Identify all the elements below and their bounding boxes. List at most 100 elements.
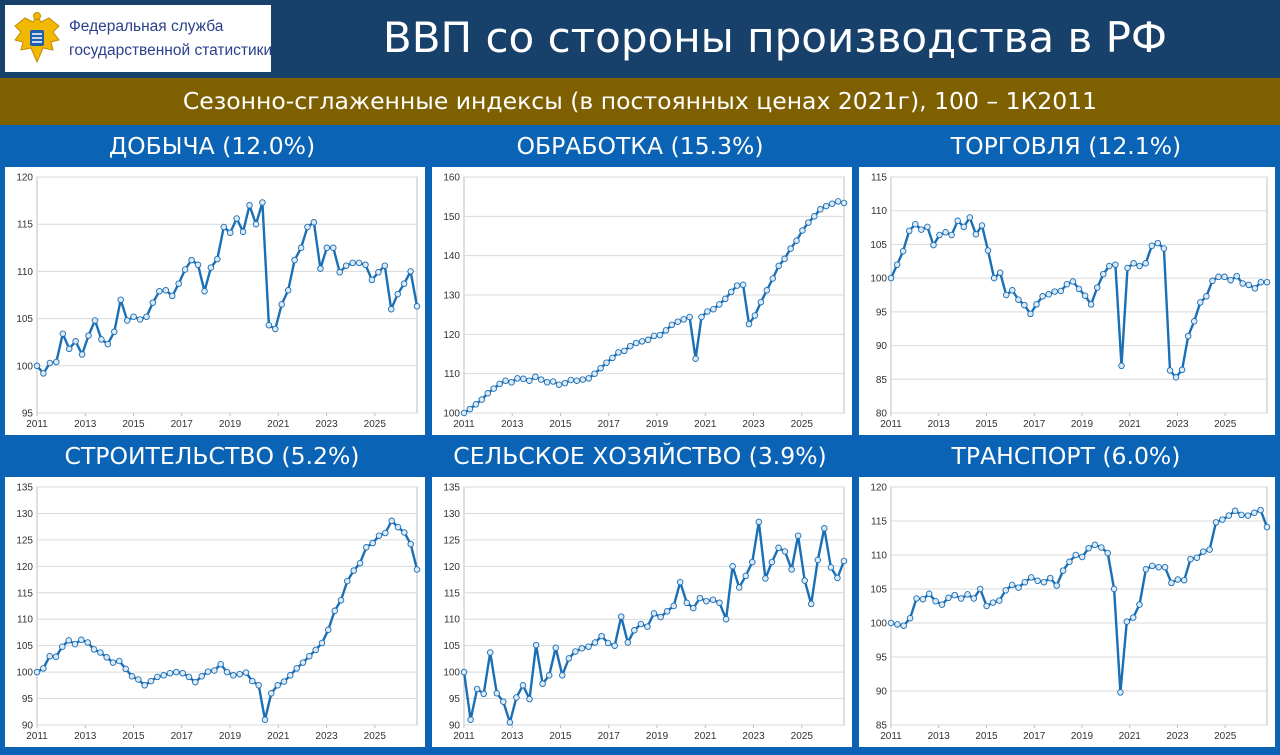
data-point bbox=[162, 287, 170, 294]
chart-mining: 95 100 105 110 115 120 2011 2013 2015 2017 2019 202… bbox=[5, 167, 425, 435]
x-tick-label: 2011 bbox=[26, 419, 48, 430]
data-point bbox=[278, 301, 285, 308]
data-point bbox=[135, 676, 142, 683]
data-point bbox=[1110, 585, 1118, 593]
data-point bbox=[1091, 541, 1099, 549]
x-tick-label: 2013 bbox=[74, 419, 97, 430]
data-point bbox=[59, 643, 66, 650]
data-point bbox=[775, 262, 782, 270]
data-point bbox=[472, 401, 480, 408]
y-tick-label: 120 bbox=[443, 330, 460, 341]
data-point bbox=[996, 269, 1004, 276]
chart-transport: 85 90 95 100 105 110 115 120 2011 2013 2015 2017 201… bbox=[859, 477, 1275, 747]
chart-title-trade: ТОРГОВЛЯ (12.1%) bbox=[950, 132, 1182, 160]
data-point bbox=[1212, 519, 1220, 526]
data-point bbox=[312, 646, 319, 654]
data-point bbox=[1072, 551, 1080, 559]
data-point bbox=[201, 287, 208, 295]
data-point bbox=[906, 614, 914, 622]
data-point bbox=[799, 227, 806, 234]
data-point bbox=[942, 229, 949, 236]
data-point bbox=[805, 219, 812, 226]
y-tick-label: 110 bbox=[444, 615, 460, 626]
data-point bbox=[284, 287, 292, 294]
y-tick-label: 115 bbox=[871, 517, 887, 528]
y-tick-label: 140 bbox=[443, 251, 460, 262]
data-point bbox=[130, 313, 137, 320]
data-point bbox=[674, 318, 682, 325]
data-point bbox=[154, 673, 161, 681]
y-tick-label: 120 bbox=[443, 562, 460, 573]
data-point bbox=[147, 677, 155, 685]
data-point bbox=[287, 672, 294, 679]
y-tick-label: 100 bbox=[16, 361, 33, 372]
data-point bbox=[894, 621, 901, 628]
x-tick-label: 2025 bbox=[791, 731, 814, 742]
x-tick-label: 2021 bbox=[694, 731, 717, 742]
y-tick-label: 115 bbox=[17, 588, 33, 599]
data-point bbox=[722, 295, 729, 303]
data-point bbox=[297, 244, 305, 252]
data-point bbox=[299, 659, 307, 666]
logo-line-2: государственной статистики bbox=[69, 42, 273, 59]
data-point bbox=[181, 266, 189, 273]
data-point bbox=[1130, 260, 1137, 267]
data-point bbox=[317, 265, 324, 272]
data-point bbox=[1161, 563, 1169, 571]
y-tick-label: 115 bbox=[871, 173, 887, 184]
x-tick-label: 2019 bbox=[646, 731, 669, 742]
data-point bbox=[1203, 293, 1210, 300]
data-point bbox=[188, 256, 195, 264]
data-point bbox=[387, 305, 395, 313]
y-tick-label: 120 bbox=[16, 562, 33, 573]
data-point bbox=[680, 316, 687, 323]
data-point bbox=[1193, 554, 1201, 561]
data-point bbox=[611, 642, 618, 649]
y-tick-label: 95 bbox=[449, 694, 461, 705]
data-point bbox=[938, 601, 946, 608]
data-point bbox=[703, 597, 710, 605]
data-point bbox=[1098, 544, 1105, 551]
data-point bbox=[91, 317, 99, 324]
x-tick-label: 2021 bbox=[694, 419, 717, 430]
data-point bbox=[591, 639, 599, 646]
data-point bbox=[552, 644, 559, 652]
data-point bbox=[249, 677, 256, 685]
data-point bbox=[116, 657, 123, 665]
y-tick-label: 85 bbox=[876, 721, 888, 732]
data-point bbox=[239, 228, 247, 236]
data-point bbox=[1015, 584, 1022, 591]
subtitle-bar: Сезонно-сглаженные индексы (в постоянных… bbox=[0, 78, 1280, 125]
x-tick-label: 2017 bbox=[171, 419, 194, 430]
chart-manufacturing: 100 110 120 130 140 150 160 2011 2013 2015 2017 201… bbox=[432, 167, 852, 435]
y-tick-label: 110 bbox=[17, 267, 33, 278]
data-point bbox=[46, 359, 54, 367]
x-tick-label: 2015 bbox=[549, 419, 572, 430]
data-point bbox=[787, 245, 794, 252]
x-tick-label: 2013 bbox=[501, 419, 524, 430]
data-point bbox=[356, 559, 364, 567]
data-point bbox=[692, 355, 699, 362]
x-tick-label: 2025 bbox=[1214, 419, 1237, 430]
data-point bbox=[579, 376, 587, 383]
chart-construction: 90 95 100 105 110 115 120 125 130 135 2011 2013 2015… bbox=[5, 477, 425, 747]
data-point bbox=[1008, 581, 1016, 589]
data-point bbox=[342, 262, 350, 269]
data-point bbox=[72, 338, 79, 345]
data-point bbox=[78, 636, 85, 644]
data-point bbox=[739, 281, 747, 289]
data-point bbox=[460, 668, 468, 676]
data-point bbox=[1168, 579, 1175, 587]
data-point bbox=[252, 220, 260, 228]
data-point bbox=[325, 626, 332, 634]
data-point bbox=[775, 544, 782, 552]
data-point bbox=[716, 301, 723, 308]
data-point bbox=[85, 332, 92, 339]
y-tick-label: 125 bbox=[16, 535, 33, 546]
y-tick-label: 100 bbox=[870, 274, 887, 285]
data-point bbox=[1197, 299, 1204, 306]
data-point bbox=[123, 317, 131, 324]
data-point bbox=[111, 328, 118, 336]
data-point bbox=[1142, 566, 1150, 573]
data-point bbox=[59, 330, 67, 337]
